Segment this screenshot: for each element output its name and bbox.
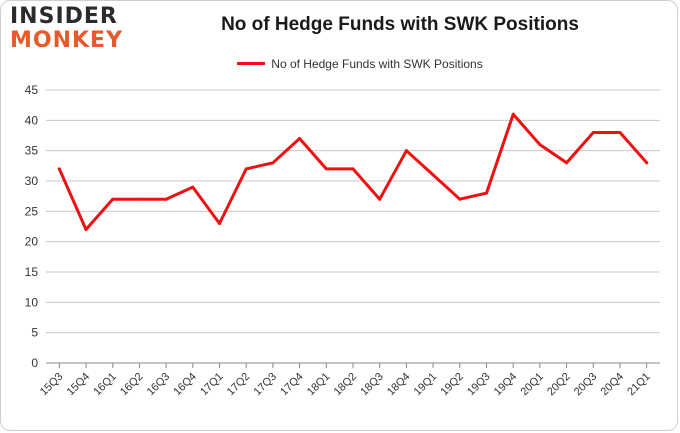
data-point bbox=[404, 149, 408, 153]
x-tick-label: 17Q2 bbox=[225, 371, 253, 399]
x-tick-label: 17Q3 bbox=[252, 371, 280, 399]
data-point bbox=[84, 228, 88, 232]
series-line bbox=[57, 112, 649, 231]
x-tick-label: 17Q1 bbox=[198, 371, 226, 399]
data-point bbox=[591, 130, 595, 134]
y-tick-label: 0 bbox=[31, 356, 38, 370]
logo-line-2: MONKEY bbox=[10, 28, 124, 53]
x-tick-label: 15Q3 bbox=[38, 371, 66, 399]
x-tick-label: 16Q1 bbox=[91, 371, 119, 399]
data-point bbox=[244, 167, 248, 171]
y-tick-label: 5 bbox=[31, 326, 38, 340]
data-point bbox=[538, 143, 542, 147]
insider-monkey-logo: INSIDER MONKEY bbox=[10, 6, 128, 52]
logo-line-1: INSIDER bbox=[10, 4, 118, 29]
x-tick-label: 15Q4 bbox=[65, 371, 93, 399]
x-tick-label: 19Q1 bbox=[412, 371, 440, 399]
x-tick-label: 16Q2 bbox=[118, 371, 146, 399]
x-tick-label: 18Q3 bbox=[358, 371, 386, 399]
legend-label: No of Hedge Funds with SWK Positions bbox=[271, 56, 483, 71]
x-tick-label: 18Q2 bbox=[332, 371, 360, 399]
y-tick-label: 30 bbox=[25, 174, 39, 188]
y-tick-label: 40 bbox=[25, 113, 39, 127]
y-tick-label: 15 bbox=[25, 265, 39, 279]
y-tick-label: 35 bbox=[25, 144, 39, 158]
data-point bbox=[431, 173, 435, 177]
data-point bbox=[378, 197, 382, 201]
data-point bbox=[645, 161, 649, 165]
data-point bbox=[565, 161, 569, 165]
x-tick-label: 20Q4 bbox=[599, 371, 627, 399]
x-tick-label: 20Q2 bbox=[545, 371, 573, 399]
x-tick-label: 19Q2 bbox=[438, 371, 466, 399]
data-point bbox=[57, 167, 61, 171]
legend-line-swatch bbox=[237, 62, 266, 65]
x-tick-label: 21Q1 bbox=[625, 371, 653, 399]
data-point bbox=[324, 167, 328, 171]
data-point bbox=[137, 197, 141, 201]
data-point bbox=[218, 221, 222, 225]
data-point bbox=[191, 185, 195, 189]
data-point bbox=[111, 197, 115, 201]
x-tick-label: 16Q3 bbox=[145, 371, 173, 399]
x-tick-label: 20Q3 bbox=[572, 371, 600, 399]
y-tick-label: 25 bbox=[25, 204, 39, 218]
data-point bbox=[618, 130, 622, 134]
x-tick-label: 16Q4 bbox=[171, 371, 199, 399]
x-tick-label: 19Q4 bbox=[492, 371, 520, 399]
x-tick-label: 20Q1 bbox=[518, 371, 546, 399]
data-point bbox=[484, 191, 488, 195]
x-tick-label: 18Q1 bbox=[305, 371, 333, 399]
data-point bbox=[271, 161, 275, 165]
data-point bbox=[458, 197, 462, 201]
data-point bbox=[298, 137, 302, 141]
y-tick-label: 45 bbox=[25, 83, 39, 97]
y-tick-label: 10 bbox=[25, 295, 39, 309]
y-tick-label: 20 bbox=[25, 235, 39, 249]
chart-title: No of Hedge Funds with SWK Positions bbox=[221, 14, 579, 35]
chart-legend: No of Hedge Funds with SWK Positions bbox=[0, 54, 680, 71]
data-point bbox=[351, 167, 355, 171]
x-tick-label: 17Q4 bbox=[278, 371, 306, 399]
x-tick-label: 19Q3 bbox=[465, 371, 493, 399]
data-point bbox=[164, 197, 168, 201]
data-point bbox=[511, 112, 515, 116]
x-tick-label: 18Q4 bbox=[385, 371, 413, 399]
